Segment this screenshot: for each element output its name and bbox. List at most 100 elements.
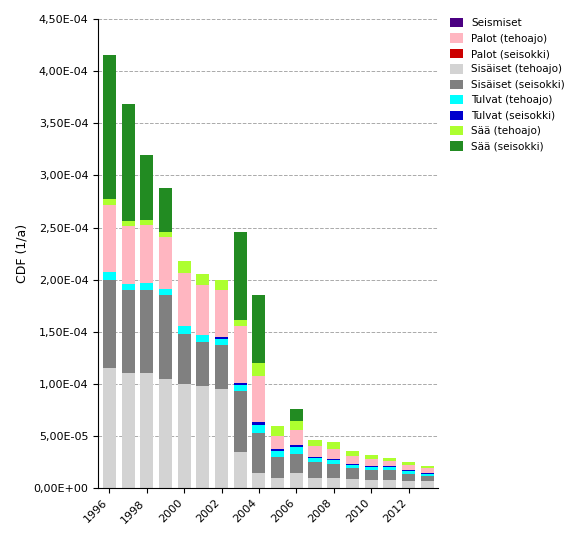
Bar (159, 232, 172, 237)
Bar (252, 422, 266, 424)
Bar (327, 459, 340, 460)
Bar (308, 478, 322, 488)
Bar (420, 472, 434, 474)
Bar (308, 447, 322, 457)
Bar (383, 467, 397, 470)
Bar (159, 295, 172, 379)
Bar (103, 56, 116, 199)
Bar (215, 389, 228, 488)
Bar (252, 295, 266, 363)
Bar (271, 449, 284, 450)
Bar (252, 472, 266, 488)
Bar (103, 368, 116, 488)
Bar (196, 386, 210, 488)
Bar (159, 237, 172, 289)
Bar (383, 461, 397, 466)
Bar (215, 339, 228, 345)
Legend: Seismiset, Palot (tehoajo), Palot (seisokki), Sisäiset (tehoajo), Sisäiset (seis: Seismiset, Palot (tehoajo), Palot (seiso… (447, 15, 568, 155)
Bar (140, 225, 154, 283)
Bar (121, 221, 134, 226)
Bar (327, 460, 340, 464)
Bar (103, 280, 116, 368)
Bar (178, 334, 191, 384)
Bar (159, 379, 172, 488)
Bar (346, 450, 359, 456)
Bar (271, 450, 284, 457)
Bar (290, 454, 303, 472)
Bar (364, 467, 378, 470)
Bar (196, 335, 210, 342)
Bar (159, 289, 172, 295)
Bar (234, 451, 247, 488)
Bar (178, 384, 191, 488)
Bar (420, 476, 434, 481)
Bar (346, 464, 359, 465)
Bar (234, 383, 247, 385)
Bar (234, 326, 247, 383)
Bar (215, 290, 228, 337)
Bar (364, 470, 378, 480)
Bar (364, 466, 378, 467)
Bar (290, 446, 303, 448)
Bar (290, 472, 303, 488)
Bar (383, 458, 397, 461)
Bar (346, 465, 359, 468)
Bar (402, 474, 415, 481)
Bar (196, 285, 210, 335)
Bar (103, 205, 116, 272)
Bar (290, 409, 303, 421)
Y-axis label: CDF (1/a): CDF (1/a) (15, 224, 28, 283)
Bar (420, 466, 434, 468)
Bar (121, 284, 134, 290)
Bar (234, 385, 247, 391)
Bar (327, 449, 340, 459)
Bar (327, 442, 340, 449)
Bar (346, 468, 359, 479)
Bar (364, 459, 378, 466)
Bar (290, 448, 303, 454)
Bar (290, 430, 303, 446)
Bar (364, 455, 378, 459)
Bar (252, 375, 266, 422)
Bar (252, 433, 266, 472)
Bar (196, 274, 210, 285)
Bar (290, 421, 303, 430)
Bar (271, 436, 284, 449)
Bar (402, 481, 415, 488)
Bar (215, 345, 228, 389)
Bar (308, 458, 322, 462)
Bar (234, 232, 247, 320)
Bar (420, 474, 434, 476)
Bar (140, 154, 154, 220)
Bar (252, 363, 266, 375)
Bar (420, 481, 434, 488)
Bar (234, 391, 247, 451)
Bar (121, 104, 134, 221)
Bar (271, 457, 284, 478)
Bar (346, 479, 359, 488)
Bar (178, 261, 191, 273)
Bar (215, 337, 228, 339)
Bar (383, 480, 397, 488)
Bar (364, 480, 378, 488)
Bar (140, 220, 154, 225)
Bar (402, 471, 415, 474)
Bar (196, 342, 210, 386)
Bar (140, 290, 154, 374)
Bar (140, 283, 154, 290)
Bar (327, 478, 340, 488)
Bar (327, 464, 340, 478)
Bar (140, 374, 154, 488)
Bar (252, 424, 266, 433)
Bar (215, 280, 228, 290)
Bar (402, 462, 415, 465)
Bar (121, 290, 134, 374)
Bar (308, 440, 322, 447)
Bar (383, 466, 397, 467)
Bar (234, 320, 247, 326)
Bar (178, 326, 191, 334)
Bar (271, 478, 284, 488)
Bar (103, 272, 116, 280)
Bar (402, 465, 415, 470)
Bar (346, 456, 359, 464)
